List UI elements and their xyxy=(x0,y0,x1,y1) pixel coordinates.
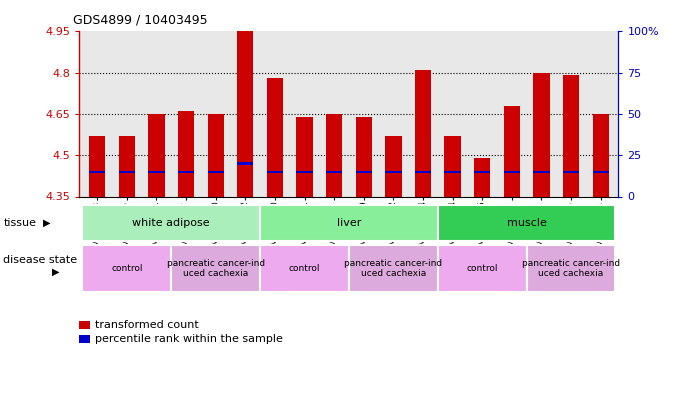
Bar xyxy=(326,171,342,173)
Bar xyxy=(438,244,527,292)
Bar xyxy=(178,111,194,196)
Text: ▶: ▶ xyxy=(52,267,59,277)
Bar xyxy=(438,205,616,241)
Bar xyxy=(592,171,609,173)
Bar xyxy=(563,75,579,196)
Bar xyxy=(89,171,105,173)
Bar xyxy=(415,70,431,196)
Bar xyxy=(563,171,579,173)
Bar xyxy=(533,73,549,196)
Bar xyxy=(119,171,135,173)
Bar xyxy=(474,171,491,173)
Bar xyxy=(385,171,401,173)
Text: ▶: ▶ xyxy=(43,218,50,228)
Bar xyxy=(356,171,372,173)
Text: muscle: muscle xyxy=(507,218,547,228)
Bar xyxy=(171,244,260,292)
Text: GDS4899 / 10403495: GDS4899 / 10403495 xyxy=(73,14,207,27)
Text: tissue: tissue xyxy=(3,218,37,228)
Bar xyxy=(444,171,461,173)
Bar xyxy=(592,114,609,196)
Bar xyxy=(207,114,224,196)
Bar xyxy=(260,205,438,241)
Bar xyxy=(533,171,549,173)
Bar xyxy=(237,162,254,165)
Bar xyxy=(207,171,224,173)
Bar xyxy=(474,158,491,196)
Text: control: control xyxy=(466,264,498,273)
Bar xyxy=(444,136,461,196)
Bar xyxy=(260,244,349,292)
Bar xyxy=(82,205,260,241)
Bar xyxy=(504,106,520,196)
Bar xyxy=(527,244,616,292)
Text: transformed count: transformed count xyxy=(95,320,198,330)
Bar xyxy=(267,78,283,196)
Bar xyxy=(504,171,520,173)
Text: control: control xyxy=(111,264,142,273)
Bar xyxy=(296,117,312,196)
Text: white adipose: white adipose xyxy=(133,218,210,228)
Text: percentile rank within the sample: percentile rank within the sample xyxy=(95,334,283,344)
Bar xyxy=(296,171,312,173)
Bar xyxy=(149,114,164,196)
Text: pancreatic cancer-ind
uced cachexia: pancreatic cancer-ind uced cachexia xyxy=(522,259,620,278)
Text: pancreatic cancer-ind
uced cachexia: pancreatic cancer-ind uced cachexia xyxy=(344,259,442,278)
Bar xyxy=(178,171,194,173)
Bar xyxy=(267,171,283,173)
Bar xyxy=(385,136,401,196)
Text: control: control xyxy=(289,264,321,273)
Bar xyxy=(415,171,431,173)
Bar xyxy=(349,244,438,292)
Bar xyxy=(326,114,342,196)
Text: disease state: disease state xyxy=(3,255,77,265)
Bar xyxy=(89,136,105,196)
Bar xyxy=(149,171,164,173)
Bar xyxy=(119,136,135,196)
Bar xyxy=(82,244,171,292)
Bar xyxy=(237,31,254,196)
Bar xyxy=(356,117,372,196)
Text: pancreatic cancer-ind
uced cachexia: pancreatic cancer-ind uced cachexia xyxy=(167,259,265,278)
Text: liver: liver xyxy=(337,218,361,228)
